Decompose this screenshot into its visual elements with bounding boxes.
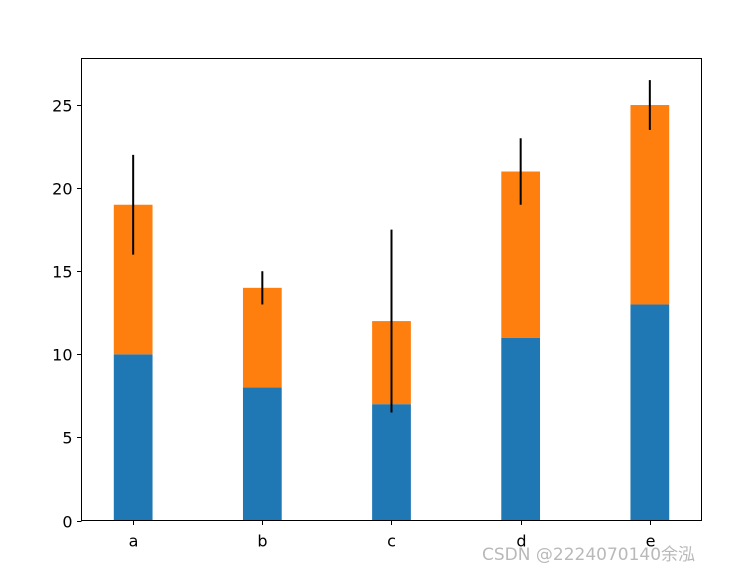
x-axis: a b c d e — [129, 520, 656, 551]
bar-series1-c — [372, 404, 411, 521]
x-tick-label-b: b — [257, 532, 267, 551]
bar-series1-a — [113, 354, 153, 521]
y-tick-label-25: 25 — [52, 97, 72, 116]
y-tick-label-15: 15 — [52, 263, 72, 282]
bar-series1-e — [630, 304, 670, 521]
y-tick-label-10: 10 — [52, 346, 72, 365]
bar-series1-d — [501, 337, 541, 521]
watermark: CSDN @2224070140余泓 — [482, 545, 695, 565]
x-tick-label-e: e — [646, 532, 656, 551]
y-tick-label-0: 0 — [62, 513, 72, 532]
x-tick-label-a: a — [129, 532, 139, 551]
x-tick-label-d: d — [516, 532, 526, 551]
y-tick-label-5: 5 — [62, 429, 72, 448]
x-tick-label-c: c — [387, 532, 396, 551]
error-bars-layer — [132, 80, 651, 413]
y-axis: 0 5 10 15 20 25 — [52, 97, 82, 532]
bar-series2-e — [630, 105, 670, 305]
y-tick-label-20: 20 — [52, 180, 72, 199]
bar-series1-b — [242, 387, 282, 521]
